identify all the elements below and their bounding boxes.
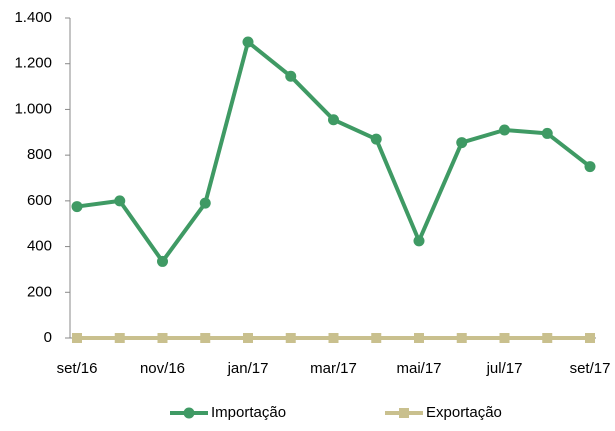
x-tick-label: jan/17 xyxy=(227,360,269,377)
y-tick-label: 1.400 xyxy=(14,9,52,26)
marker xyxy=(71,201,83,213)
legend-label: Exportação xyxy=(426,404,502,421)
marker xyxy=(413,235,425,247)
marker xyxy=(157,255,168,267)
legend-marker xyxy=(399,408,409,418)
marker xyxy=(157,333,168,343)
marker xyxy=(328,114,339,126)
marker xyxy=(584,161,596,173)
marker xyxy=(199,197,211,209)
legend-label: Importação xyxy=(211,404,286,421)
marker xyxy=(72,333,82,343)
marker xyxy=(200,333,211,343)
x-tick-label: mar/17 xyxy=(310,360,357,377)
marker xyxy=(541,127,553,139)
x-tick-label: set/16 xyxy=(57,360,98,377)
marker xyxy=(243,333,253,343)
y-tick-label: 400 xyxy=(27,238,52,255)
marker xyxy=(328,333,339,343)
x-tick-label: set/17 xyxy=(570,360,611,377)
x-tick-label: nov/16 xyxy=(140,360,185,377)
marker xyxy=(499,333,510,343)
y-tick-label: 0 xyxy=(44,329,52,346)
marker xyxy=(456,333,467,343)
marker xyxy=(242,36,254,48)
marker xyxy=(114,333,125,343)
marker xyxy=(285,70,297,82)
marker xyxy=(499,124,510,136)
marker xyxy=(370,133,382,145)
marker xyxy=(585,333,595,343)
y-tick-label: 1.200 xyxy=(14,55,52,72)
y-tick-label: 800 xyxy=(27,146,52,163)
y-tick-label: 200 xyxy=(27,283,52,300)
legend-marker xyxy=(183,407,195,419)
marker xyxy=(414,333,424,343)
y-tick-label: 600 xyxy=(27,192,52,209)
marker xyxy=(456,137,468,149)
y-tick-label: 1.000 xyxy=(14,100,52,117)
marker xyxy=(285,333,296,343)
x-tick-label: jul/17 xyxy=(486,360,523,377)
marker xyxy=(371,333,382,343)
series-line xyxy=(76,40,592,264)
marker xyxy=(114,195,126,207)
x-tick-label: mai/17 xyxy=(396,360,441,377)
marker xyxy=(542,333,553,343)
